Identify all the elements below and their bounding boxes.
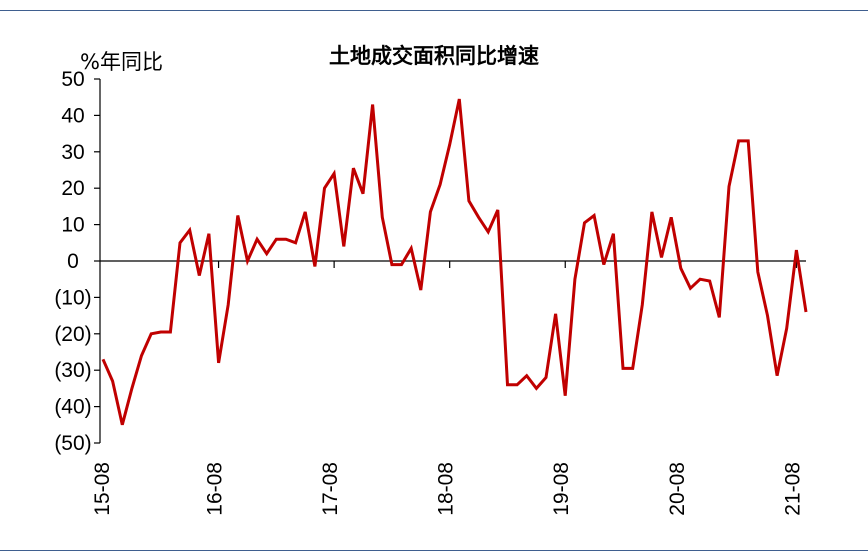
data-point [121,423,124,426]
data-point [487,230,490,233]
data-point [111,380,114,383]
data-point [718,316,721,319]
data-point [467,199,470,202]
y-tick-label: 0 [67,250,79,273]
x-tick-label: 18-08 [435,462,458,516]
x-tick-label: 21-08 [781,462,804,516]
y-tick-label: 40 [61,104,84,127]
y-tick-label: 30 [61,141,84,164]
data-point [429,210,432,213]
data-point [188,229,191,232]
x-tick-label: 20-08 [666,462,689,516]
data-point [313,265,316,268]
data-point [756,270,759,273]
data-point [602,263,605,266]
data-point [795,249,798,252]
data-point [477,216,480,219]
data-point [805,310,808,313]
data-point [246,260,249,263]
series-line [101,98,808,426]
data-point [612,232,615,235]
data-point [766,314,769,317]
data-point [535,387,538,390]
data-point [439,183,442,186]
data-point [169,330,172,333]
y-tick-label: 20 [61,177,84,200]
x-tick-label: 17-08 [319,462,342,516]
data-point [198,274,201,277]
data-point [140,354,143,357]
data-point [323,187,326,190]
data-point [689,287,692,290]
data-point [390,263,393,266]
data-point [419,289,422,292]
data-point [381,216,384,219]
data-point [102,358,105,361]
data-point [458,98,461,101]
data-point [179,241,182,244]
data-point [660,256,663,259]
data-point [265,252,268,255]
x-tick-label: 15-08 [91,462,114,516]
data-point [593,214,596,217]
y-tick-label: (30) [54,359,91,382]
data-point [294,241,297,244]
x-tick-label: 19-08 [550,462,573,516]
data-point [544,376,547,379]
x-tick-label: 16-08 [204,462,227,516]
data-point [785,327,788,330]
data-point [631,367,634,370]
data-point [650,210,653,213]
data-point [448,143,451,146]
bottom-rule [0,550,868,551]
data-point [159,330,162,333]
data-point [708,280,711,283]
data-point [506,383,509,386]
data-point [564,394,567,397]
data-point [699,278,702,281]
data-point [371,103,374,106]
data-point [410,247,413,250]
data-point [304,210,307,213]
data-point [737,139,740,142]
data-point [622,367,625,370]
data-point [679,267,682,270]
data-point [776,374,779,377]
data-point [256,238,259,241]
data-point [333,172,336,175]
data-point [342,245,345,248]
data-point [227,303,230,306]
y-tick-label: (20) [54,323,91,346]
y-axis-unit-label: %年同比 [80,50,163,74]
data-point [352,167,355,170]
data-point [583,221,586,224]
chart-title: 土地成交面积同比增速 [329,43,539,68]
y-tick-label: (40) [54,396,91,419]
data-point [150,332,153,335]
data-point [573,278,576,281]
data-point [130,387,133,390]
data-point [207,232,210,235]
data-point [400,263,403,266]
data-point [670,216,673,219]
top-rule [0,10,868,11]
y-tick-label: (50) [54,432,91,455]
data-point [525,374,528,377]
data-point [496,209,499,212]
data-point [217,361,220,364]
y-tick-label: 10 [61,214,84,237]
data-point [554,312,557,315]
data-point [275,238,278,241]
data-point [727,185,730,188]
data-point [641,303,644,306]
y-tick-label: (10) [54,286,91,309]
data-point [284,238,287,241]
data-point [362,192,365,195]
data-point [747,139,750,142]
y-tick-label: 50 [61,68,84,91]
data-point [516,383,519,386]
data-point [236,214,239,217]
